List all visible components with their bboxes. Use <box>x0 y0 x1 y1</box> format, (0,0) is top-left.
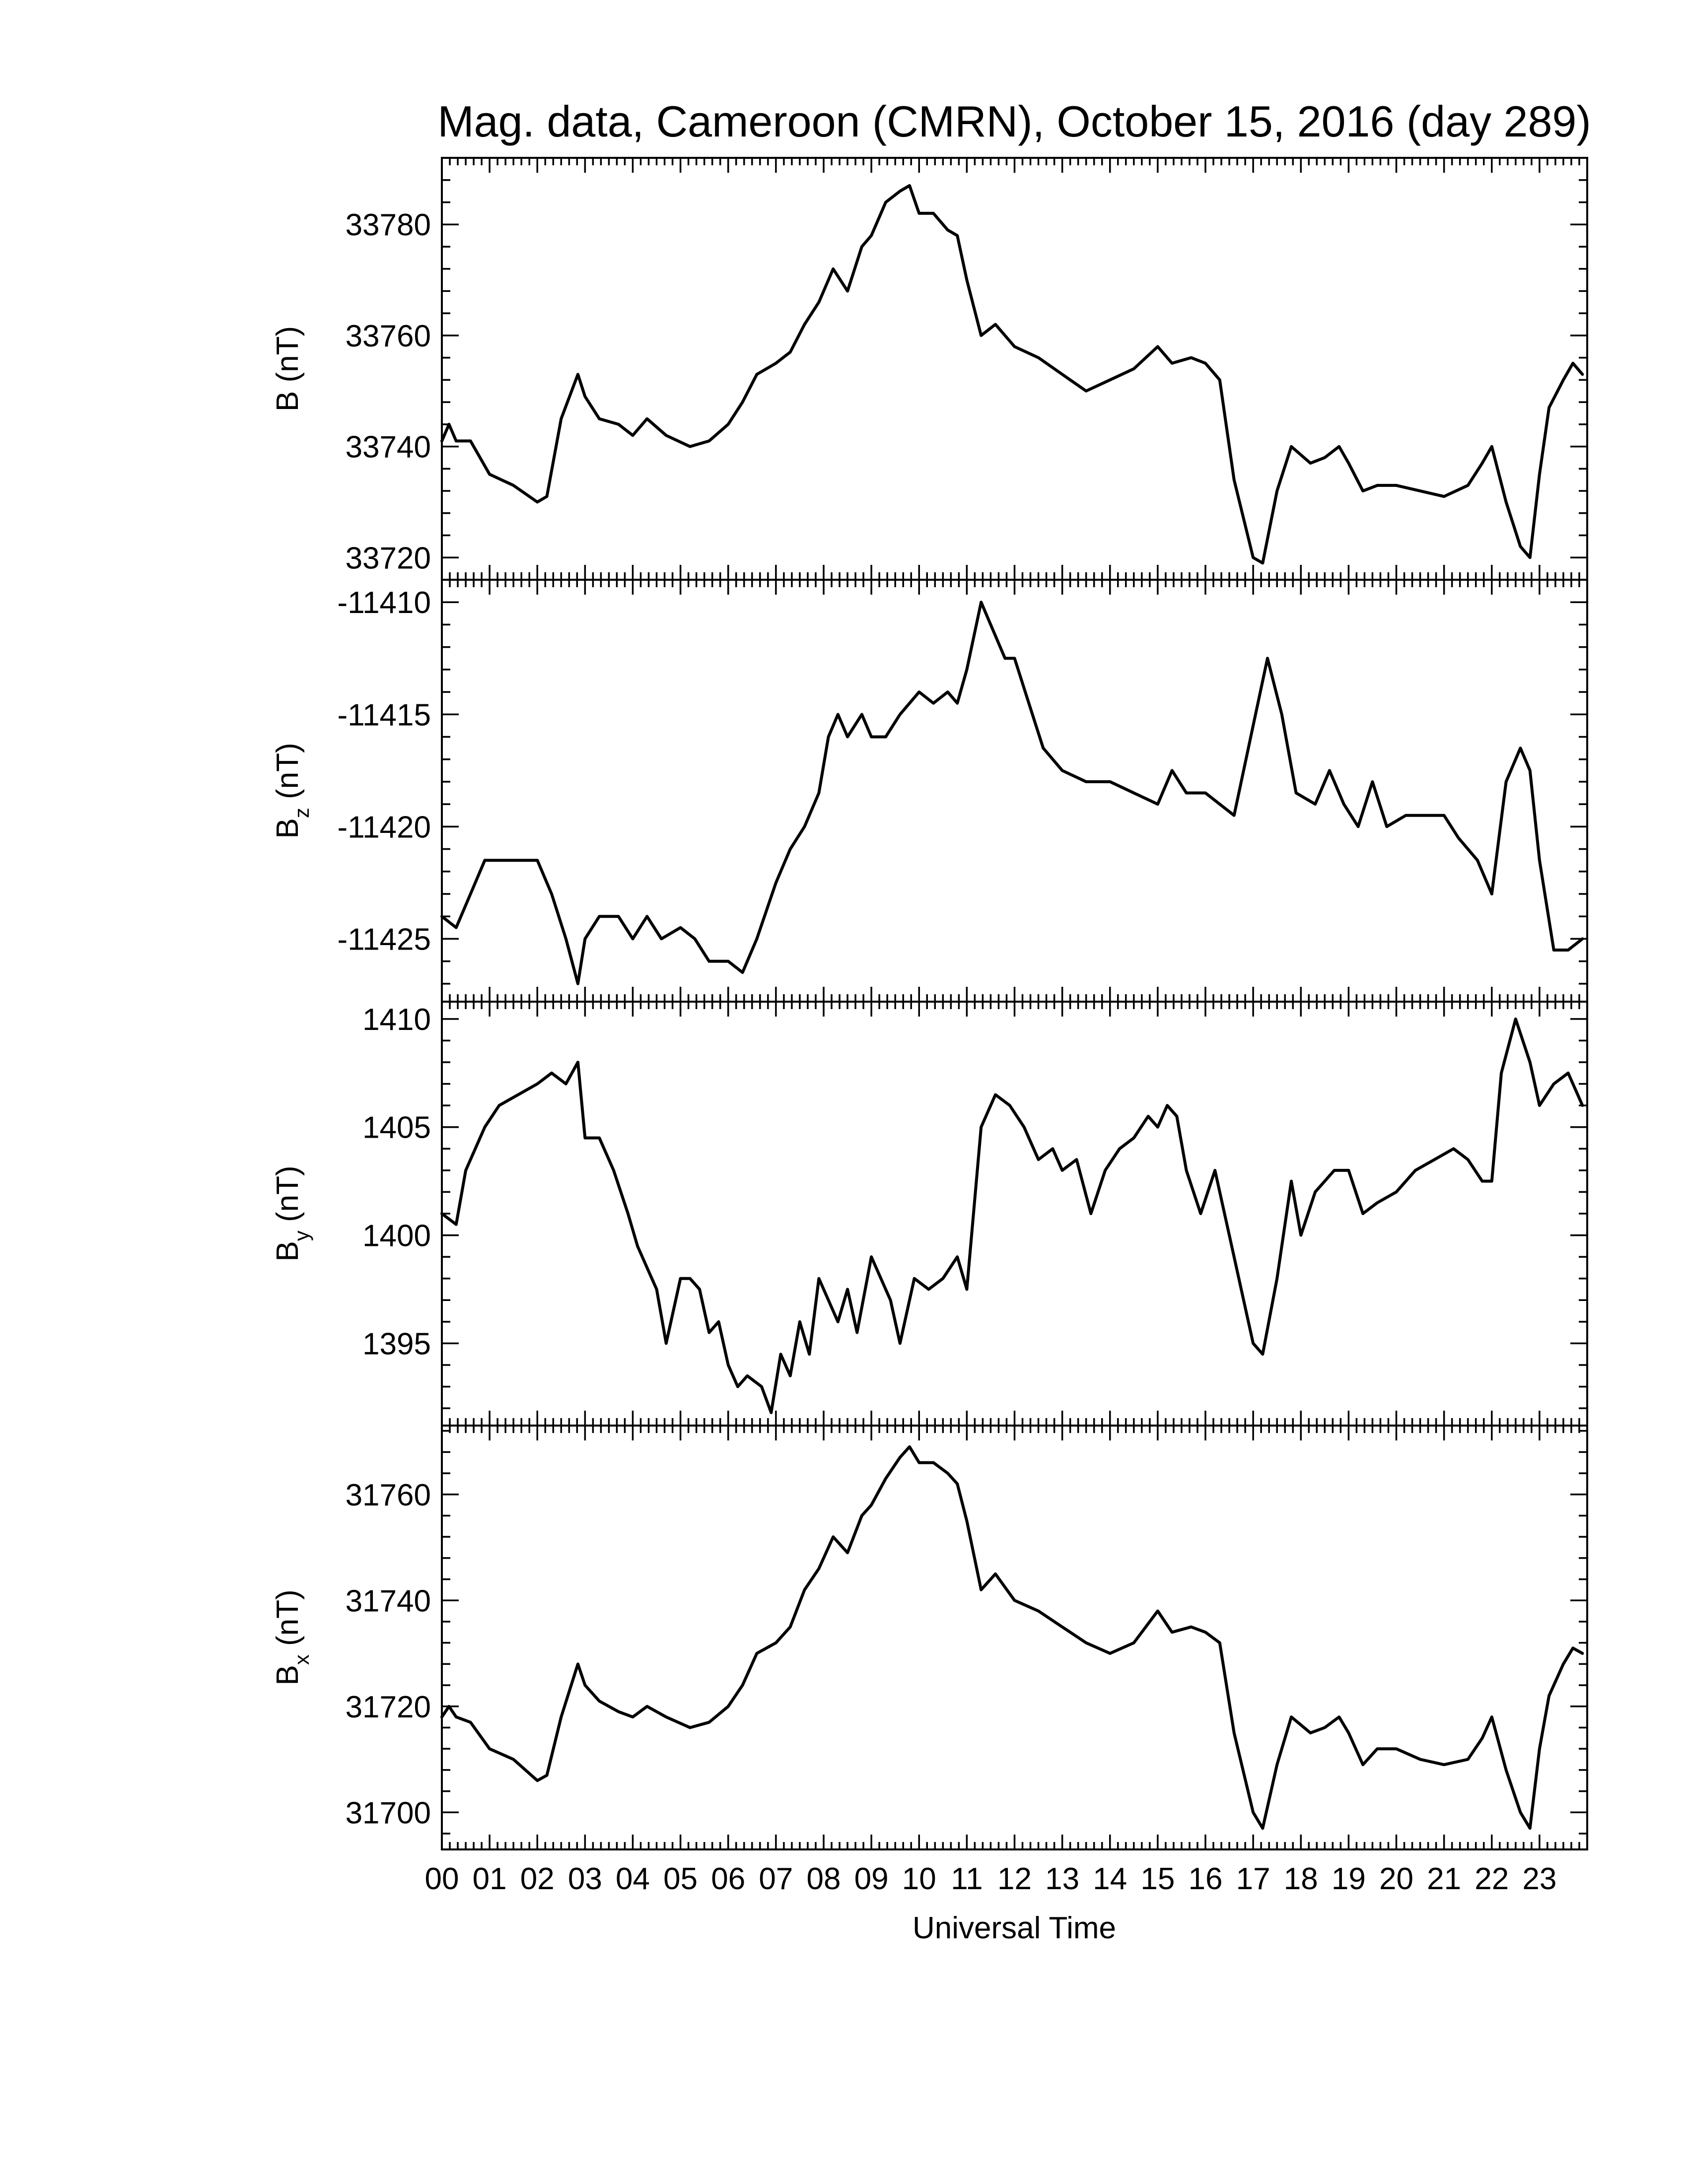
y-tick-label: -11425 <box>338 922 431 956</box>
x-tick-label: 20 <box>1379 1862 1413 1896</box>
y-tick-label: 33780 <box>346 208 431 242</box>
x-tick-label: 02 <box>520 1862 555 1896</box>
y-tick-label: -11420 <box>338 810 431 844</box>
panel-frame-Bz <box>441 579 1588 1003</box>
x-tick-label: 18 <box>1284 1862 1318 1896</box>
x-tick-label: 10 <box>902 1862 936 1896</box>
y-tick-label: -11415 <box>338 698 431 732</box>
y-tick-label: 1400 <box>362 1219 431 1253</box>
panel-frame-By <box>441 1001 1588 1427</box>
x-tick-label: 14 <box>1093 1862 1127 1896</box>
x-tick-label: 16 <box>1189 1862 1223 1896</box>
x-tick-label: 01 <box>473 1862 507 1896</box>
panel-Bz: -11410 -11415 -11420 -11425 Bz (nT) <box>271 579 1588 1003</box>
chart-title: Mag. data, Cameroon (CMRN), October 15, … <box>437 97 1591 146</box>
x-tick-label: 21 <box>1427 1862 1461 1896</box>
y-tick-label: 31760 <box>346 1478 431 1512</box>
x-tick-label: 05 <box>663 1862 698 1896</box>
x-tick-label: 23 <box>1522 1862 1556 1896</box>
x-tick-label: 13 <box>1045 1862 1079 1896</box>
panel-B: 33720 33740 33760 33780 B (nT) <box>271 157 1588 581</box>
x-tick-label: 11 <box>951 1862 983 1896</box>
series-line-By <box>440 1017 1584 1414</box>
x-tick-label: 00 <box>425 1862 459 1896</box>
panel-Bx: 31700 31720 31740 31760 Bx (nT) <box>271 1425 1588 1850</box>
panel-frame-Bx <box>441 1425 1588 1850</box>
y-tick-label: 33740 <box>346 430 431 465</box>
y-tick-label: -11410 <box>338 586 431 620</box>
y-tick-label: 1395 <box>362 1327 431 1361</box>
y-tick-label: 33720 <box>346 541 431 575</box>
y-tick-label: 31700 <box>346 1796 431 1830</box>
y-tick-label: 1410 <box>362 1003 431 1037</box>
y-axis-label-Bx: Bx (nT) <box>271 1589 313 1685</box>
x-tick-label: 22 <box>1475 1862 1509 1896</box>
panel-frame-B <box>441 157 1588 581</box>
x-tick-label: 09 <box>854 1862 889 1896</box>
x-tick-label: 12 <box>997 1862 1032 1896</box>
x-tick-label: 08 <box>807 1862 841 1896</box>
y-axis-label-By: By (nT) <box>271 1165 313 1261</box>
x-tick-label: 19 <box>1332 1862 1366 1896</box>
y-tick-label: 31740 <box>346 1584 431 1618</box>
x-axis-label: Universal Time <box>913 1911 1116 1945</box>
x-tick-label: 06 <box>711 1862 745 1896</box>
y-axis-label-Bz: Bz (nT) <box>271 743 313 838</box>
series-line-B <box>440 184 1584 565</box>
panel-By: 1410 1405 1400 1395 By (nT) <box>271 1001 1588 1427</box>
x-tick-label: 17 <box>1236 1862 1270 1896</box>
y-tick-label: 33760 <box>346 319 431 353</box>
y-tick-label: 31720 <box>346 1690 431 1724</box>
y-axis-label-B: B (nT) <box>271 326 305 411</box>
x-tick-label: 15 <box>1140 1862 1175 1896</box>
series-line-Bx <box>440 1445 1584 1830</box>
x-tick-label: 03 <box>568 1862 602 1896</box>
y-tick-label: 1405 <box>362 1111 431 1145</box>
x-tick-label: 07 <box>759 1862 793 1896</box>
series-line-Bz <box>440 601 1584 985</box>
x-tick-label: 04 <box>616 1862 650 1896</box>
